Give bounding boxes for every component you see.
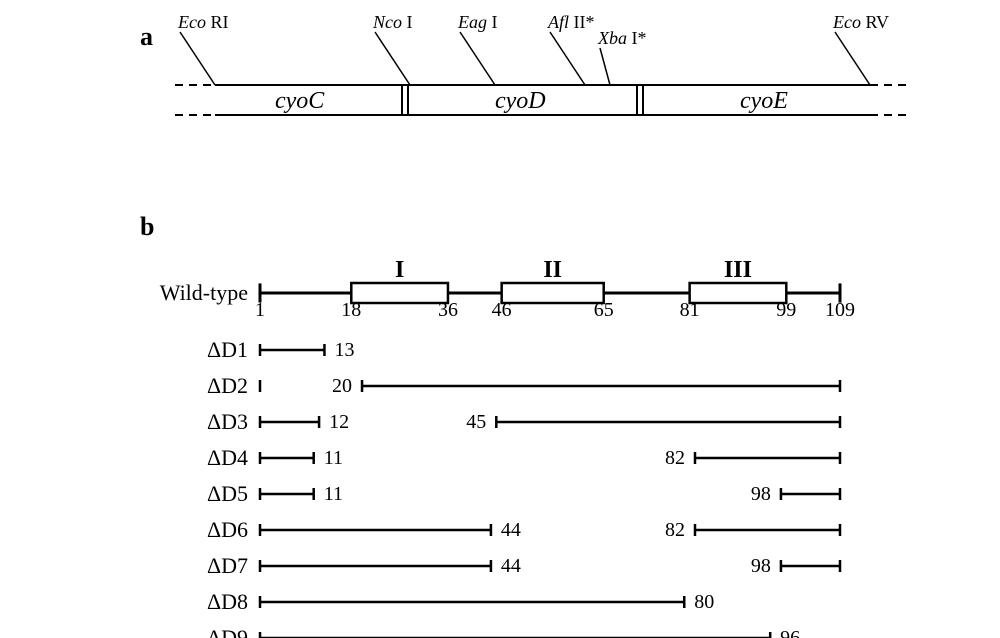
gene-label-cyoC: cyoC: [275, 88, 325, 114]
domain-box-II: [502, 283, 604, 303]
mutant-label-ΔD2: ΔD2: [207, 373, 248, 398]
domain-roman-III: III: [724, 257, 752, 283]
mut-2-endlabel-0: 12: [329, 411, 349, 433]
mut-6-endlabel-0: 44: [501, 555, 521, 577]
wt-scale-num-65: 65: [594, 299, 614, 321]
mutant-label-ΔD3: ΔD3: [207, 409, 248, 434]
mut-4-endlabel-0: 11: [324, 483, 343, 505]
site-label-3: Afl II*: [547, 12, 595, 32]
panel-a-label: a: [140, 22, 153, 51]
mut-2-startlabel-1: 45: [466, 411, 486, 433]
wt-scale-num-81: 81: [680, 299, 700, 321]
panel-b-label: b: [140, 212, 154, 241]
domain-roman-II: II: [543, 257, 562, 283]
domain-box-I: [351, 283, 448, 303]
site-label-2: Eag I: [457, 12, 498, 32]
mut-8-endlabel-0: 96: [780, 627, 800, 638]
mut-4-startlabel-1: 98: [751, 483, 771, 505]
mutant-label-ΔD8: ΔD8: [207, 589, 248, 614]
site-leader-2: [460, 32, 495, 85]
wild-type-label: Wild-type: [160, 280, 248, 305]
domain-box-III: [690, 283, 787, 303]
mut-0-endlabel-0: 13: [334, 339, 354, 361]
wt-scale-num-46: 46: [492, 299, 512, 321]
mut-5-startlabel-1: 82: [665, 519, 685, 541]
gene-label-cyoD: cyoD: [495, 88, 546, 114]
mut-6-startlabel-1: 98: [751, 555, 771, 577]
mut-1-startlabel-1: 20: [332, 375, 352, 397]
gene-label-cyoE: cyoE: [740, 88, 788, 114]
wt-scale-num-18: 18: [341, 299, 361, 321]
mut-3-startlabel-1: 82: [665, 447, 685, 469]
site-label-4: Xba I*: [597, 28, 647, 48]
mut-5-endlabel-0: 44: [501, 519, 521, 541]
mut-3-endlabel-0: 11: [324, 447, 343, 469]
wt-scale-num-36: 36: [438, 299, 458, 321]
site-leader-3: [550, 32, 585, 85]
mutant-label-ΔD1: ΔD1: [207, 337, 248, 362]
wt-scale-num-1: 1: [255, 299, 265, 321]
mutant-label-ΔD9: ΔD9: [207, 625, 248, 638]
mut-7-endlabel-0: 80: [694, 591, 714, 613]
mutant-label-ΔD7: ΔD7: [207, 553, 248, 578]
wt-scale-num-109: 109: [825, 299, 855, 321]
site-leader-4: [600, 48, 610, 85]
mutant-label-ΔD4: ΔD4: [207, 445, 248, 470]
site-label-5: Eco RV: [832, 12, 889, 32]
site-label-0: Eco RI: [177, 12, 228, 32]
mutant-label-ΔD6: ΔD6: [207, 517, 248, 542]
mutant-label-ΔD5: ΔD5: [207, 481, 248, 506]
site-leader-5: [835, 32, 870, 85]
site-label-1: Nco I: [372, 12, 413, 32]
wt-scale-num-99: 99: [776, 299, 796, 321]
domain-roman-I: I: [395, 257, 404, 283]
site-leader-1: [375, 32, 410, 85]
site-leader-0: [180, 32, 215, 85]
